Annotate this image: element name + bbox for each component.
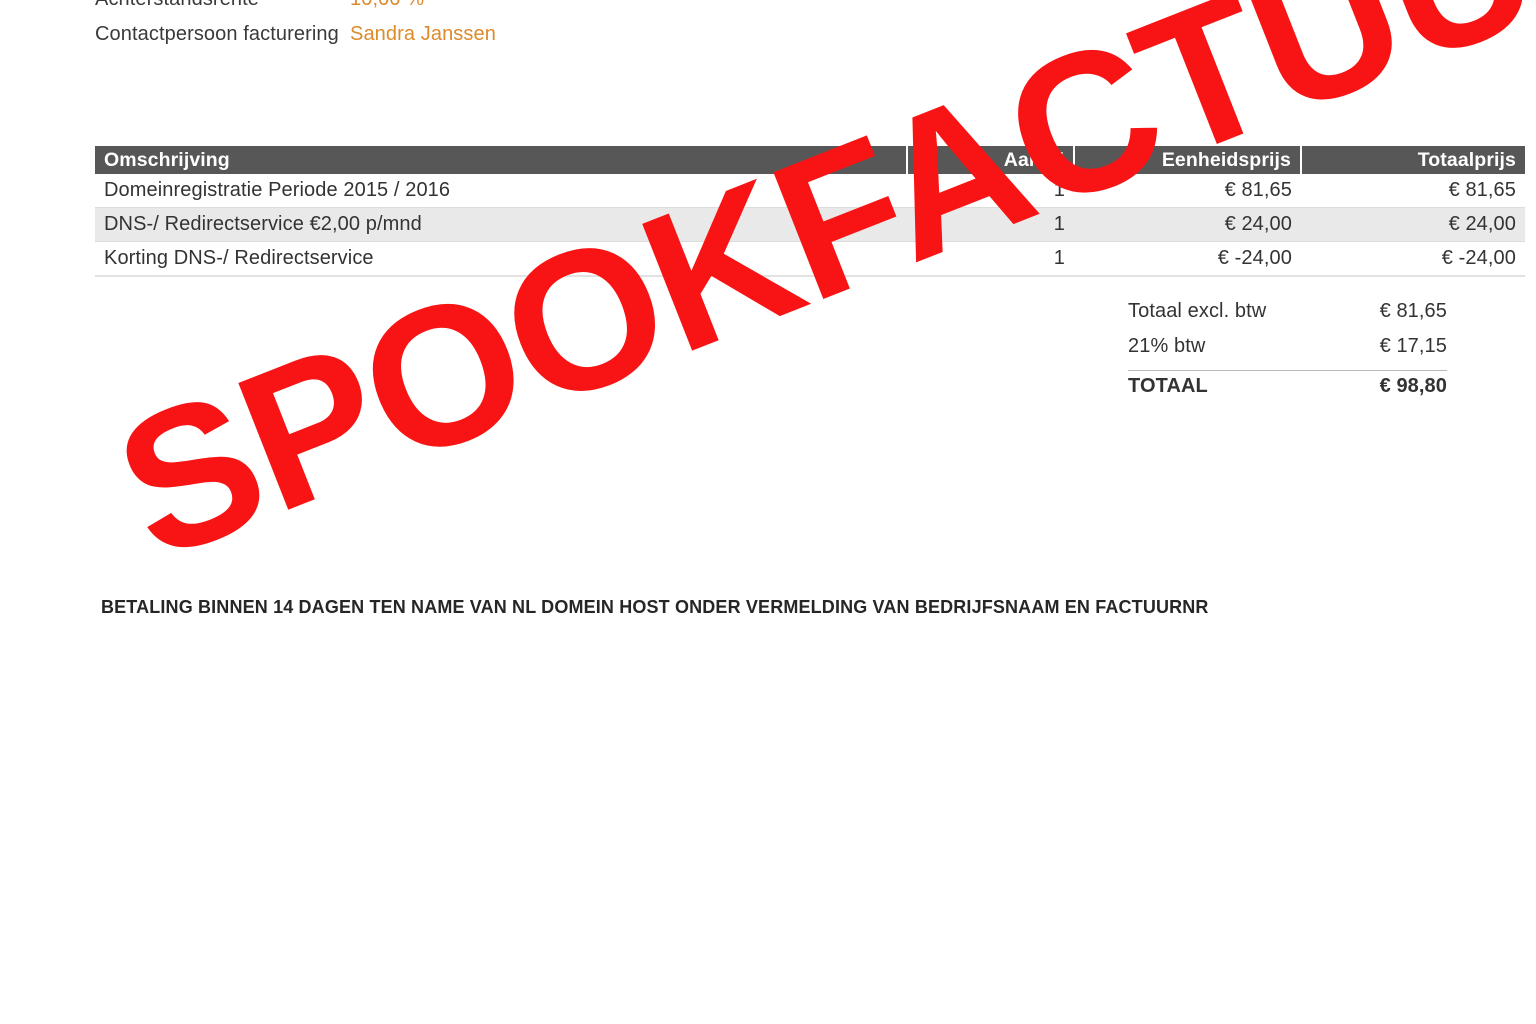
- cell-unit-price: € 81,65: [1074, 174, 1301, 208]
- invoice-meta-block: Achterstandsrente 10,00 % Contactpersoon…: [95, 0, 735, 56]
- totals-label-vat: 21% btw: [1128, 335, 1206, 357]
- column-header-unit-price: Eenheidsprijs: [1073, 146, 1301, 174]
- invoice-line-items-table: Omschrijving Aantal Eenheidsprijs Totaal…: [95, 146, 1525, 277]
- totals-value-subtotal: € 81,65: [1379, 300, 1447, 322]
- cell-total-price: € -24,00: [1301, 241, 1525, 277]
- cell-total-price: € 24,00: [1301, 207, 1525, 242]
- table-body: Domeinregistratie Periode 2015 / 2016 1 …: [95, 174, 1525, 277]
- meta-value-contactpersoon-facturering: Sandra Janssen: [350, 23, 496, 45]
- meta-label-achterstandsrente: Achterstandsrente: [95, 0, 350, 13]
- meta-row-contactpersoon-facturering: Contactpersoon facturering Sandra Jansse…: [95, 21, 735, 48]
- table-row: DNS-/ Redirectservice €2,00 p/mnd 1 € 24…: [95, 207, 1525, 242]
- cell-description: Korting DNS-/ Redirectservice: [95, 241, 907, 277]
- column-header-description: Omschrijving: [95, 146, 907, 174]
- meta-label-contactpersoon-facturering: Contactpersoon facturering: [95, 23, 339, 45]
- meta-value-achterstandsrente: 10,00 %: [350, 0, 424, 13]
- column-header-total-price: Totaalprijs: [1300, 146, 1525, 174]
- totals-label-subtotal: Totaal excl. btw: [1128, 300, 1267, 322]
- spookfactuur-watermark: SPOOKFACTUUR!: [89, 0, 1536, 602]
- cell-description: DNS-/ Redirectservice €2,00 p/mnd: [95, 207, 907, 242]
- totals-row-vat: 21% btw € 17,15: [1128, 335, 1447, 370]
- table-row: Domeinregistratie Periode 2015 / 2016 1 …: [95, 174, 1525, 208]
- table-header: Omschrijving Aantal Eenheidsprijs Totaal…: [95, 146, 1525, 174]
- cell-total-price: € 81,65: [1301, 174, 1525, 208]
- totals-value-grand-total: € 98,80: [1379, 375, 1447, 397]
- meta-row-achterstandsrente: Achterstandsrente 10,00 %: [95, 0, 735, 13]
- cell-quantity: 1: [907, 207, 1074, 242]
- payment-instruction-note: BETALING BINNEN 14 DAGEN TEN NAME VAN NL…: [101, 597, 1209, 617]
- invoice-totals: Totaal excl. btw € 81,65 21% btw € 17,15…: [1128, 300, 1447, 407]
- totals-value-vat: € 17,15: [1379, 335, 1447, 357]
- totals-label-grand-total: TOTAAL: [1128, 375, 1208, 397]
- column-header-quantity: Aantal: [906, 146, 1074, 174]
- cell-quantity: 1: [907, 241, 1074, 277]
- cell-description: Domeinregistratie Periode 2015 / 2016: [95, 174, 907, 208]
- totals-row-subtotal: Totaal excl. btw € 81,65: [1128, 300, 1447, 335]
- table-header-row: Omschrijving Aantal Eenheidsprijs Totaal…: [95, 146, 1525, 174]
- totals-row-grand-total: TOTAAL € 98,80: [1128, 370, 1447, 407]
- table-row: Korting DNS-/ Redirectservice 1 € -24,00…: [95, 241, 1525, 277]
- cell-unit-price: € -24,00: [1074, 241, 1301, 277]
- cell-unit-price: € 24,00: [1074, 207, 1301, 242]
- cell-quantity: 1: [907, 174, 1074, 208]
